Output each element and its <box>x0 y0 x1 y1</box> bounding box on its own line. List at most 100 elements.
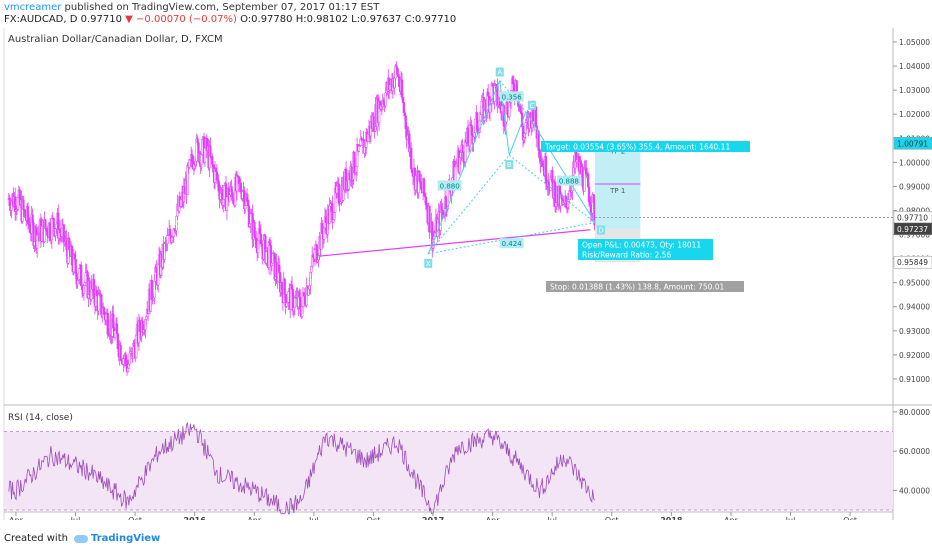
published-header: vmcreamer published on TradingView.com, … <box>4 2 379 13</box>
cloud-icon <box>73 534 88 543</box>
candle <box>350 166 353 181</box>
trendline <box>318 229 591 257</box>
y-tick-label: 0.95000 <box>899 279 930 288</box>
down-arrow-icon: ▼ <box>125 14 133 25</box>
y-tick-label: 0.91000 <box>899 375 930 384</box>
candle <box>223 185 226 200</box>
pattern-point-label: C <box>530 102 535 110</box>
candle <box>293 297 296 309</box>
candle <box>150 279 153 300</box>
author-link[interactable]: vmcreamer <box>4 2 62 13</box>
ratio-box <box>437 180 462 191</box>
candle <box>428 205 431 233</box>
x-tick-label: Oct <box>367 516 381 520</box>
price-label-box <box>893 255 932 269</box>
x-tick-label: Apr <box>9 516 24 520</box>
candle <box>22 199 25 210</box>
candle <box>44 219 47 230</box>
tp1-label: TP 1 <box>609 187 625 195</box>
created-with-label: Created with <box>4 533 68 544</box>
y-tick-label: 0.98000 <box>899 206 930 215</box>
y-tick-label: 1.02000 <box>899 110 930 119</box>
pattern-point-box <box>424 258 433 268</box>
x-tick-label: Jul <box>546 516 557 520</box>
x-tick-label: Apr <box>486 516 501 520</box>
y-tick-label: 0.92000 <box>899 351 930 360</box>
pattern-leg-xa <box>427 80 501 254</box>
candle <box>97 294 100 312</box>
entry-label: Open P&L: 0.00473, Qty: 18011 <box>582 241 701 250</box>
candle <box>157 263 160 286</box>
candle <box>119 344 122 361</box>
candle <box>537 130 540 151</box>
symbol-quote: FX:AUDCAD, D 0.97710 ▼ −0.00070 (−0.07%)… <box>4 14 456 25</box>
symbol: FX:AUDCAD, D <box>4 14 78 25</box>
y-tick-label: 1.00000 <box>899 158 930 167</box>
pattern-point-box <box>597 225 606 235</box>
rsi-y-tick-label: 40.0000 <box>899 486 930 495</box>
price-label-box <box>893 222 932 236</box>
candle <box>283 279 286 295</box>
footer: Created with TradingView <box>4 533 160 544</box>
x-tick-label: 2017 <box>422 516 444 520</box>
ratio-label: 0.888 <box>559 178 579 186</box>
candle <box>52 218 55 229</box>
x-tick-label: Jul <box>785 516 796 520</box>
y-tick-label: 0.94000 <box>899 303 930 312</box>
y-tick-label: 0.93000 <box>899 327 930 336</box>
price-change: −0.00070 (−0.07%) <box>136 14 237 25</box>
pattern-leg-cd <box>525 111 596 223</box>
candle <box>115 323 119 335</box>
y-tick-label: 1.05000 <box>899 38 930 47</box>
y-tick-label: 1.03000 <box>899 86 930 95</box>
x-tick-label: Oct <box>843 516 857 520</box>
price-label: 1.00791 <box>897 139 928 148</box>
stop-label-box <box>546 281 744 292</box>
ratio-box <box>499 91 524 102</box>
pattern-point-label: A <box>497 69 502 77</box>
y-tick-label: 0.99000 <box>899 182 930 191</box>
pattern-point-label: D <box>598 227 603 235</box>
x-tick-label: 2018 <box>660 516 683 520</box>
pattern-point-label: X <box>426 260 431 268</box>
candle <box>200 154 203 165</box>
candle <box>209 146 212 157</box>
candle <box>260 243 263 247</box>
ratio-label: 0.880 <box>440 182 460 190</box>
candle <box>410 148 413 170</box>
rsi-y-tick-label: 60.0000 <box>899 447 930 456</box>
pattern-point-label: B <box>507 161 512 169</box>
target-zone <box>595 143 641 229</box>
stop-label: Stop: 0.01388 (1.43%) 138.8, Amount: 750… <box>550 283 725 292</box>
candle <box>40 225 43 242</box>
candle <box>203 147 207 164</box>
rsi-indicator-title[interactable]: RSI (14, close) <box>8 413 73 423</box>
pattern-point-box <box>495 67 504 77</box>
rsi-line <box>8 421 595 515</box>
pattern-point-box <box>527 100 536 110</box>
ohlc-values: O:0.97780 H:0.98102 L:0.97637 C:0.97710 <box>240 14 457 25</box>
ratio-label: 0.424 <box>502 240 523 248</box>
price-chart[interactable]: TP 2TP 1XABCD0.8800.3560.8880.424Target:… <box>0 0 932 520</box>
published-text: published on TradingView.com, September … <box>64 2 380 13</box>
x-tick-label: Apr <box>247 516 262 520</box>
y-tick-label: 1.04000 <box>899 62 930 71</box>
rsi-y-tick-label: 80.0000 <box>899 408 930 417</box>
x-tick-label: Jul <box>70 516 81 520</box>
ratio-box <box>499 238 524 249</box>
candle <box>461 144 464 153</box>
ratio-reward-label-box <box>578 249 713 260</box>
price-label: 0.97237 <box>897 225 928 234</box>
price-label-box <box>893 137 932 150</box>
price-label: 0.97710 <box>897 213 928 222</box>
x-tick-label: Oct <box>128 516 142 520</box>
target-label: Target: 0.03554 (3.65%) 355.4, Amount: 1… <box>544 143 730 152</box>
last-price: 0.97710 <box>80 14 122 25</box>
candle <box>422 178 426 194</box>
x-tick-label: Oct <box>605 516 619 520</box>
tradingview-logo[interactable]: TradingView <box>73 533 160 544</box>
candle <box>50 217 54 241</box>
pattern-leg-bc <box>508 111 527 156</box>
x-tick-label: Apr <box>724 516 739 520</box>
candle <box>74 259 77 274</box>
